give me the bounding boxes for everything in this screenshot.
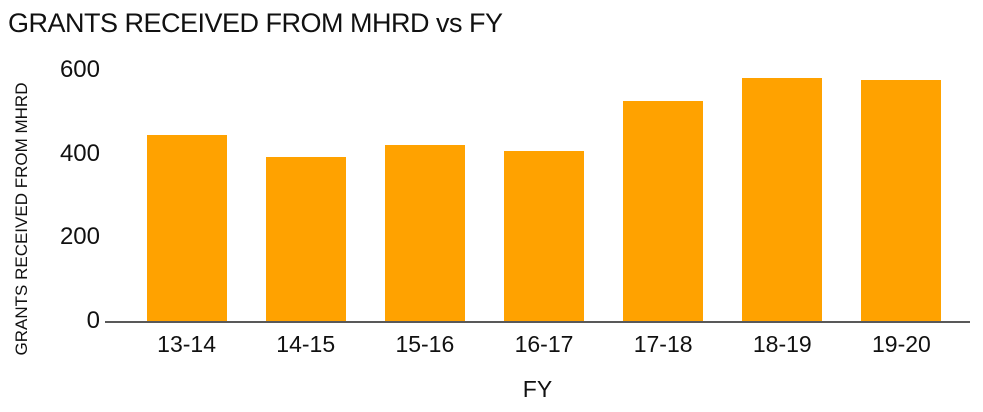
plot-area xyxy=(105,70,970,323)
y-tick-label-0: 0 xyxy=(86,307,100,334)
bar-17-18[interactable] xyxy=(623,100,704,321)
x-tick-label-17-18: 17-18 xyxy=(633,331,693,357)
y-tick-label-600: 600 xyxy=(59,56,100,83)
bar-13-14[interactable] xyxy=(146,134,227,321)
bar-slot xyxy=(604,70,723,321)
y-tick-label-200: 200 xyxy=(59,223,100,251)
bar-15-16[interactable] xyxy=(384,145,465,321)
chart-title: GRANTS RECEIVED FROM MHRD vs FY xyxy=(8,8,503,38)
x-tick-label-16-17: 16-17 xyxy=(514,331,574,357)
bar-slot xyxy=(842,70,961,321)
y-tick-label-400: 400 xyxy=(59,139,100,167)
x-tick-label-13-14: 13-14 xyxy=(157,331,216,357)
bar-19-20[interactable] xyxy=(861,80,942,321)
bar-slot xyxy=(365,70,484,321)
x-tick-label-14-15: 14-15 xyxy=(276,331,336,357)
bar-slot xyxy=(246,70,365,321)
bar-slot xyxy=(127,70,246,321)
x-axis-title: FY xyxy=(522,376,553,402)
bar-16-17[interactable] xyxy=(503,150,584,321)
x-tick-label-15-16: 15-16 xyxy=(395,331,455,357)
bar-18-19[interactable] xyxy=(742,77,823,321)
y-axis-ticks: 0 200 400 600 xyxy=(0,58,100,333)
bar-slot xyxy=(484,70,603,321)
bar-14-15[interactable] xyxy=(265,156,346,321)
bars-container xyxy=(127,70,961,321)
x-tick-label-18-19: 18-19 xyxy=(752,331,812,357)
bar-slot xyxy=(723,70,842,321)
x-axis-ticks: 13-14 14-15 15-16 16-17 17-18 18-19 19-20 xyxy=(127,331,961,358)
x-tick-label-19-20: 19-20 xyxy=(872,331,931,357)
